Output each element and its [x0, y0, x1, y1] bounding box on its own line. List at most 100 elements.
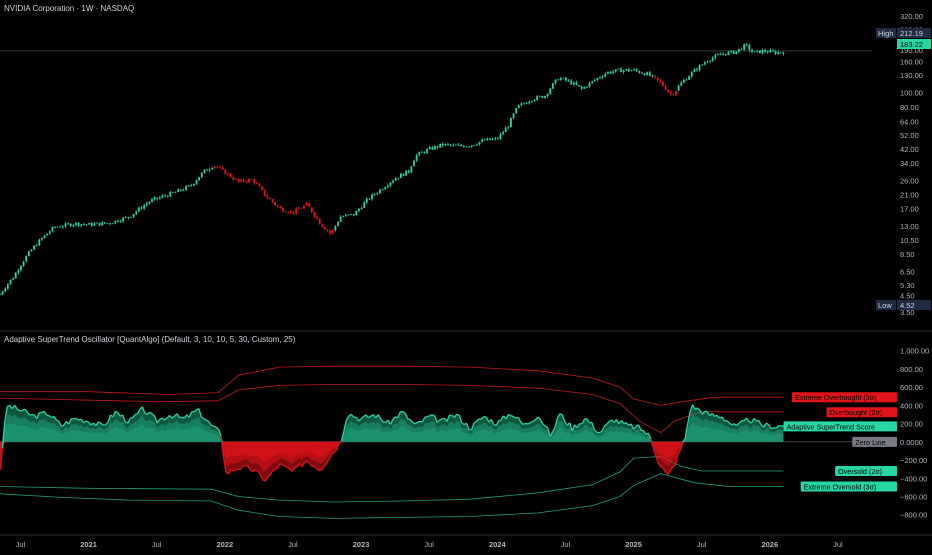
candle-body [251, 179, 253, 180]
osc-label-text: Adaptive SuperTrend Score [787, 422, 875, 431]
candle-body [625, 69, 627, 70]
candle-body [99, 223, 101, 226]
candle-body [652, 76, 654, 77]
low-marker-label: Low [878, 301, 892, 310]
candle-body [615, 69, 617, 71]
candle-body [699, 65, 701, 70]
candle-body [505, 128, 507, 132]
candle-body [198, 177, 200, 180]
candle-body [631, 70, 633, 71]
candle-body [662, 82, 664, 86]
score-line-segment [432, 415, 434, 416]
candle-body [214, 166, 216, 168]
candle-body [41, 238, 43, 240]
candle-body [350, 214, 352, 215]
candle-body [714, 55, 716, 58]
candle-body [722, 54, 724, 55]
candle-body [54, 227, 56, 228]
candle-body [342, 216, 344, 217]
candle-body [2, 291, 4, 294]
candle-body [392, 181, 394, 183]
candle-body [269, 198, 271, 199]
candle-body [557, 80, 559, 81]
candle-body [308, 203, 310, 207]
candle-body [366, 199, 368, 203]
candle-body [52, 227, 54, 231]
candle-body [324, 227, 326, 230]
candle-body [127, 217, 129, 218]
candle-body [183, 190, 185, 191]
price-axis-tick: 64.00 [900, 118, 919, 127]
candle-body [7, 284, 9, 289]
candle-body [568, 81, 570, 82]
candle-body [783, 53, 785, 54]
price-axis-tick: 21.00 [900, 191, 919, 200]
candle-body [534, 100, 536, 101]
price-axis-tick: 8.50 [900, 250, 915, 259]
candle-body [395, 178, 397, 180]
candle-body [248, 179, 250, 182]
candle-body [101, 222, 103, 225]
time-axis-tick: Jul [16, 540, 26, 549]
candle-body [230, 174, 232, 178]
candle-body [555, 80, 557, 84]
candle-body [109, 223, 111, 224]
candle-body [279, 207, 281, 208]
score-line-segment [29, 414, 31, 415]
candle-body [754, 51, 756, 52]
candle-body [500, 134, 502, 139]
time-axis-tick: 2024 [489, 540, 507, 549]
candle-body [607, 72, 609, 74]
candle-body [665, 86, 667, 90]
candle-body [439, 144, 441, 148]
candle-body [675, 91, 677, 96]
candle-body [528, 102, 530, 104]
candle-body [686, 80, 688, 81]
candle-body [450, 144, 452, 145]
osc-label: Overbought (2σ) [827, 407, 898, 417]
candle-body [298, 209, 300, 210]
candle-body [455, 145, 457, 146]
candle-body [725, 54, 727, 55]
candle-body [513, 113, 515, 118]
candle-body [266, 196, 268, 198]
osc-axis-tick: 600.00 [900, 383, 923, 392]
osc-label: Adaptive SuperTrend Score [784, 421, 898, 431]
time-axis-tick: Jul [424, 540, 434, 549]
price-axis-tick: 320.00 [900, 12, 923, 21]
candle-body [277, 205, 279, 206]
candle-body [552, 83, 554, 88]
candle-body [332, 230, 334, 233]
osc-label: Extreme Overbought (3σ) [792, 392, 897, 402]
candle-body [125, 217, 127, 218]
osc-label-text: Oversold (2σ) [838, 467, 882, 476]
candle-body [75, 223, 77, 225]
candle-body [70, 224, 72, 226]
time-axis-tick: 2025 [625, 540, 642, 549]
candle-body [515, 108, 517, 113]
high-marker-label: High [878, 29, 893, 38]
candle-body [65, 223, 67, 226]
candle-body [177, 189, 179, 192]
osc-label: Extreme Oversold (3σ) [801, 481, 897, 491]
candle-body [203, 170, 205, 173]
candle-body [201, 173, 203, 177]
osc-axis-tick: 400.00 [900, 401, 923, 410]
candle-body [573, 82, 575, 84]
candle-body [206, 170, 208, 171]
score-line-segment [214, 426, 216, 427]
candle-body [424, 152, 426, 153]
candle-body [738, 49, 740, 52]
candle-body [628, 69, 630, 71]
candle-body [696, 69, 698, 70]
candle-body [209, 169, 211, 170]
candle-body [217, 166, 219, 167]
candle-body [646, 72, 648, 75]
candle-body [93, 224, 95, 226]
osc-axis-tick: −200.00 [900, 456, 927, 465]
candle-body [78, 223, 80, 226]
candle-body [258, 184, 260, 187]
candle-body [654, 76, 656, 78]
candle-body [329, 231, 331, 233]
candle-body [49, 231, 51, 233]
